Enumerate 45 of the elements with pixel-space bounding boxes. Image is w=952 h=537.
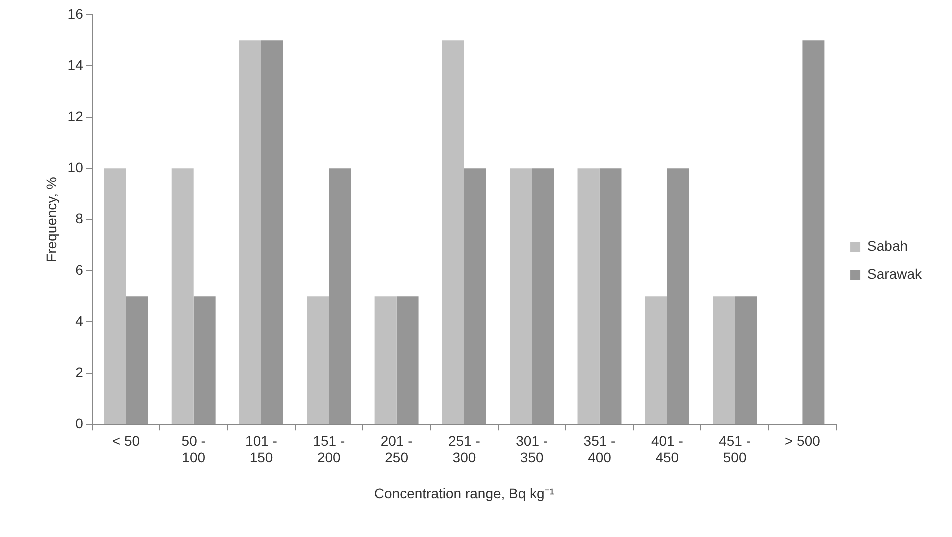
x-tick-label: 401 - 450 — [651, 432, 684, 466]
y-tick-label: 4 — [76, 313, 84, 330]
bar — [126, 296, 148, 424]
x-tick-label: < 50 — [112, 432, 140, 449]
legend-label: Sarawak — [868, 266, 923, 282]
x-tick-label: 351 - 400 — [584, 432, 616, 466]
bar — [578, 168, 600, 424]
legend-label: Sabah — [868, 238, 908, 254]
x-tick-label: 50 - 100 — [182, 432, 206, 466]
x-tick-label: 101 - 150 — [246, 432, 278, 466]
bar — [645, 296, 668, 424]
bar — [713, 296, 736, 424]
bar — [442, 40, 464, 424]
bar — [240, 40, 262, 424]
bar — [464, 168, 486, 424]
bar — [104, 168, 126, 424]
x-tick-label: 251 - 300 — [448, 432, 481, 466]
bar — [396, 296, 419, 424]
bar — [735, 296, 758, 424]
bar — [510, 168, 532, 424]
bar — [600, 168, 622, 424]
y-tick-label: 8 — [76, 210, 84, 227]
bar — [194, 296, 216, 424]
bar — [667, 168, 690, 424]
bar — [532, 168, 554, 424]
y-axis-title: Frequency, % — [43, 177, 60, 262]
y-tick-label: 14 — [68, 57, 84, 74]
x-tick-label: 201 - 250 — [380, 432, 414, 466]
bar — [172, 168, 194, 424]
bar — [802, 40, 825, 424]
x-tick-label: 151 - 200 — [313, 432, 346, 466]
y-tick-label: 16 — [68, 6, 84, 22]
y-tick-label: 6 — [76, 262, 84, 278]
x-tick-label: 451 - 500 — [719, 432, 752, 466]
x-tick-label: > 500 — [784, 432, 821, 449]
y-tick-label: 2 — [76, 364, 84, 380]
y-tick-label: 12 — [68, 108, 84, 124]
bar — [307, 296, 330, 424]
x-axis-title: Concentration range, Bq kg⁻¹ — [374, 485, 555, 502]
y-tick-label: 0 — [76, 415, 84, 432]
bar — [329, 168, 352, 424]
x-tick-label: 301 - 350 — [516, 432, 548, 466]
bar — [374, 296, 397, 424]
y-tick-label: 10 — [68, 159, 84, 176]
bar — [262, 40, 284, 424]
